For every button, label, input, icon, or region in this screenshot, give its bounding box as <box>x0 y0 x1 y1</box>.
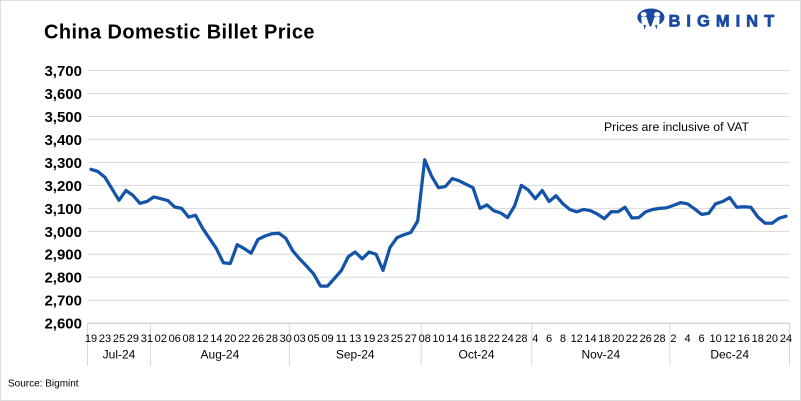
svg-text:Oct-24: Oct-24 <box>458 348 494 362</box>
svg-text:13: 13 <box>349 333 361 345</box>
svg-text:20: 20 <box>612 333 624 345</box>
svg-text:3,600: 3,600 <box>44 86 82 103</box>
svg-text:22: 22 <box>238 333 250 345</box>
svg-text:11: 11 <box>336 333 347 345</box>
svg-text:26: 26 <box>252 333 264 345</box>
svg-text:2,900: 2,900 <box>44 247 82 264</box>
svg-text:8: 8 <box>560 333 566 345</box>
svg-text:6: 6 <box>546 333 552 345</box>
svg-text:3,200: 3,200 <box>44 178 82 195</box>
svg-text:3,700: 3,700 <box>44 63 82 80</box>
svg-text:20: 20 <box>224 333 236 345</box>
svg-text:16: 16 <box>738 333 750 345</box>
svg-text:30: 30 <box>280 333 292 345</box>
svg-text:Sep-24: Sep-24 <box>336 348 375 362</box>
svg-text:14: 14 <box>210 333 222 345</box>
svg-text:2,600: 2,600 <box>44 316 82 333</box>
svg-text:16: 16 <box>460 333 472 345</box>
svg-text:12: 12 <box>196 333 208 345</box>
svg-text:22: 22 <box>626 333 638 345</box>
svg-text:3,500: 3,500 <box>44 109 82 126</box>
svg-text:2,800: 2,800 <box>44 270 82 287</box>
svg-text:14: 14 <box>584 333 596 345</box>
svg-text:10: 10 <box>709 333 721 345</box>
svg-text:4: 4 <box>532 333 538 345</box>
svg-text:2,700: 2,700 <box>44 293 82 310</box>
svg-text:Jul-24: Jul-24 <box>103 348 136 362</box>
svg-text:03: 03 <box>294 333 306 345</box>
svg-text:12: 12 <box>571 333 583 345</box>
svg-text:Source: Bigmint: Source: Bigmint <box>8 379 79 390</box>
svg-text:05: 05 <box>307 333 319 345</box>
svg-text:06: 06 <box>169 333 181 345</box>
svg-text:29: 29 <box>127 333 139 345</box>
svg-text:24: 24 <box>501 333 513 345</box>
svg-text:27: 27 <box>405 333 417 345</box>
svg-text:08: 08 <box>419 333 431 345</box>
svg-text:4: 4 <box>684 333 690 345</box>
svg-text:31: 31 <box>141 333 153 345</box>
svg-text:23: 23 <box>99 333 111 345</box>
svg-text:22: 22 <box>488 333 500 345</box>
svg-text:Nov-24: Nov-24 <box>581 348 620 362</box>
svg-text:23: 23 <box>377 333 389 345</box>
svg-text:China Domestic Billet Price: China Domestic Billet Price <box>44 22 315 44</box>
svg-text:10: 10 <box>432 333 444 345</box>
svg-text:08: 08 <box>182 333 194 345</box>
svg-text:25: 25 <box>113 333 125 345</box>
svg-text:26: 26 <box>640 333 652 345</box>
svg-text:14: 14 <box>446 333 458 345</box>
svg-text:Prices are inclusive of VAT: Prices are inclusive of VAT <box>604 120 750 134</box>
svg-text:2: 2 <box>670 333 676 345</box>
svg-text:3,400: 3,400 <box>44 132 82 149</box>
svg-text:18: 18 <box>474 333 486 345</box>
svg-text:28: 28 <box>266 333 278 345</box>
svg-text:24: 24 <box>780 333 792 345</box>
svg-text:28: 28 <box>515 333 527 345</box>
svg-text:3,000: 3,000 <box>44 224 82 241</box>
svg-text:6: 6 <box>699 333 705 345</box>
svg-text:19: 19 <box>363 333 375 345</box>
svg-text:09: 09 <box>321 333 333 345</box>
svg-text:19: 19 <box>85 333 97 345</box>
svg-text:18: 18 <box>752 333 764 345</box>
svg-text:20: 20 <box>766 333 778 345</box>
svg-text:3,100: 3,100 <box>44 201 82 218</box>
svg-text:3,300: 3,300 <box>44 155 82 172</box>
svg-text:02: 02 <box>155 333 167 345</box>
svg-text:25: 25 <box>391 333 403 345</box>
svg-text:12: 12 <box>724 333 736 345</box>
svg-text:BIGMINT: BIGMINT <box>669 13 781 31</box>
svg-text:28: 28 <box>653 333 665 345</box>
svg-text:Dec-24: Dec-24 <box>710 348 749 362</box>
svg-text:Aug-24: Aug-24 <box>201 348 240 362</box>
svg-text:18: 18 <box>598 333 610 345</box>
